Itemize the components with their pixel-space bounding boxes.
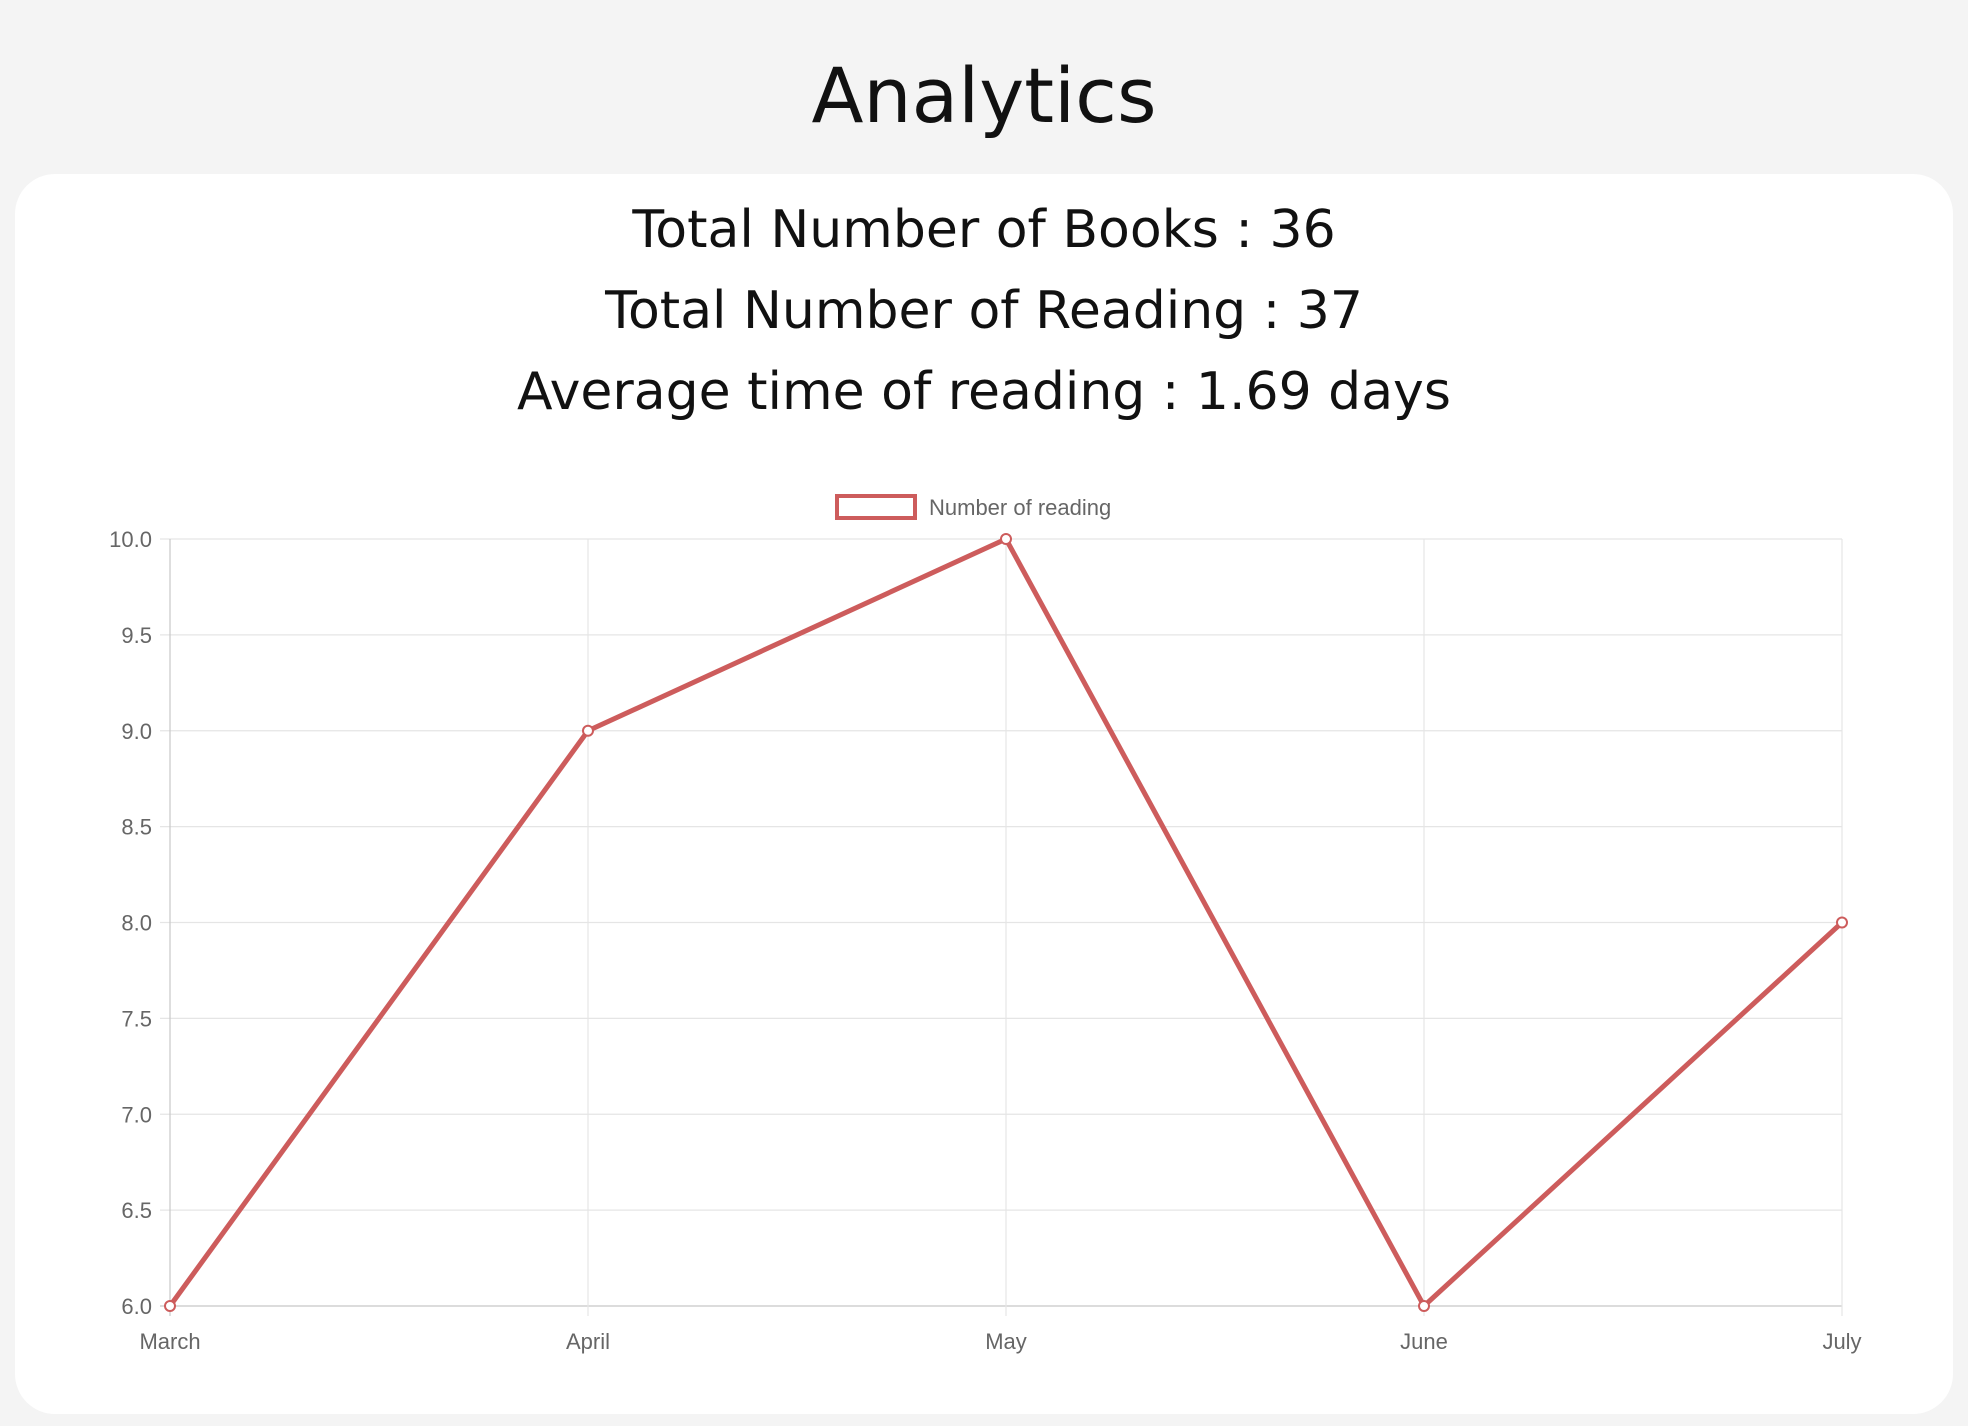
legend-swatch[interactable] — [835, 494, 917, 520]
x-tick-label: April — [566, 1329, 610, 1354]
average-reading-time-label: Average time of reading — [517, 362, 1146, 422]
x-tick-label: March — [139, 1329, 200, 1354]
chart-series — [164, 533, 1848, 1312]
y-tick-label: 9.0 — [121, 719, 152, 744]
data-point[interactable] — [164, 1300, 176, 1312]
total-books-stat: Total Number of Books : 36 — [632, 200, 1336, 260]
y-tick-label: 8.0 — [121, 911, 152, 936]
legend-label[interactable]: Number of reading — [929, 495, 1111, 520]
data-point[interactable] — [1418, 1300, 1430, 1312]
chart-grid — [160, 538, 1843, 1316]
line-chart: 10.0 9.5 9.0 8.5 8.0 7.5 7.0 6.5 6.0 March April Ma… — [109, 494, 1862, 1354]
data-point[interactable] — [1000, 533, 1012, 545]
total-books-value: 36 — [1269, 200, 1336, 260]
x-tick-label: July — [1822, 1329, 1861, 1354]
total-books-label: Total Number of Books — [632, 200, 1219, 260]
analytics-card: Total Number of Books : 36 Total Number … — [15, 174, 1953, 1414]
data-point[interactable] — [582, 724, 594, 737]
y-tick-label: 7.5 — [121, 1006, 152, 1031]
y-tick-label: 6.0 — [121, 1294, 152, 1319]
total-reading-value: 37 — [1296, 281, 1363, 341]
y-tick-label: 7.0 — [121, 1102, 152, 1127]
total-reading-stat: Total Number of Reading : 37 — [605, 281, 1363, 341]
y-tick-label: 10.0 — [109, 527, 152, 552]
x-tick-label: June — [1400, 1329, 1448, 1354]
y-tick-label: 6.5 — [121, 1198, 152, 1223]
average-reading-time-stat: Average time of reading : 1.69 days — [517, 362, 1451, 422]
y-tick-label: 9.5 — [121, 623, 152, 648]
total-reading-label: Total Number of Reading — [605, 281, 1247, 341]
x-tick-label: May — [985, 1329, 1027, 1354]
y-tick-label: 8.5 — [121, 815, 152, 840]
chart-axes: 10.0 9.5 9.0 8.5 8.0 7.5 7.0 6.5 6.0 March April Ma… — [109, 527, 1861, 1354]
chart-legend[interactable]: Number of reading — [835, 494, 1111, 520]
average-reading-time-value: 1.69 days — [1195, 362, 1451, 422]
data-point[interactable] — [1836, 916, 1848, 929]
page-title: Analytics — [811, 51, 1157, 140]
